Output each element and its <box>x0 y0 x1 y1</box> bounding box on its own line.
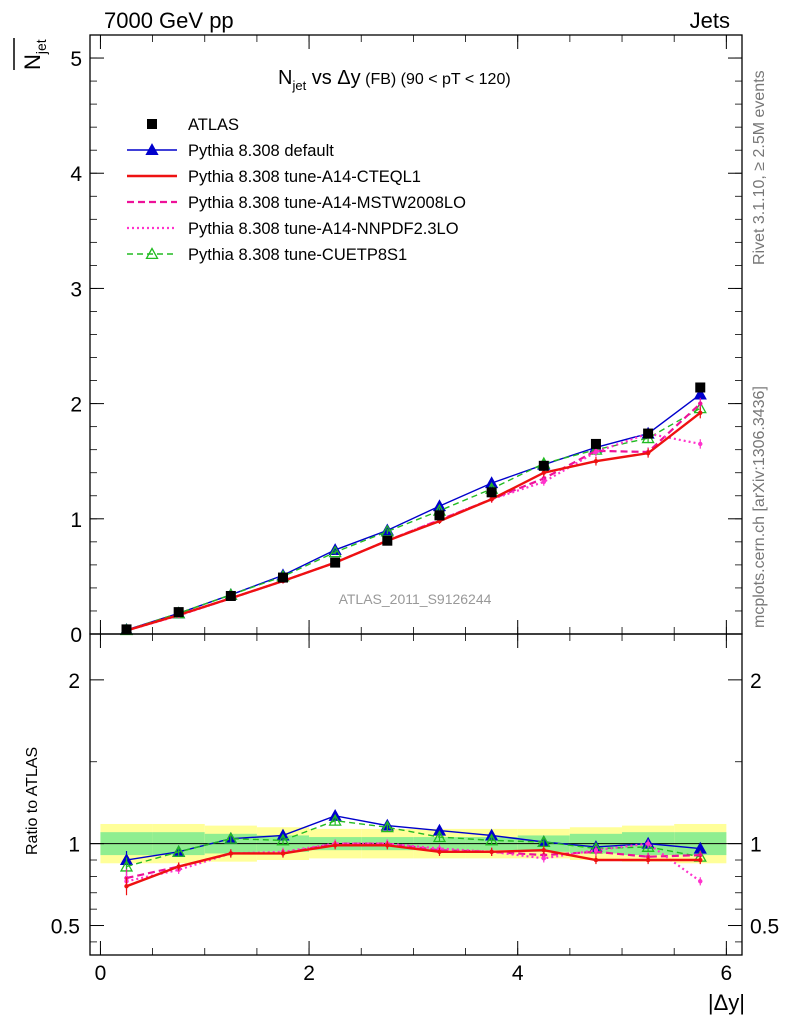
point-atlas <box>382 535 393 546</box>
y-axis-bottom-label: Ratio to ATLAS <box>24 747 41 855</box>
xtick-label: 2 <box>303 962 315 985</box>
legend-label-atlas: ATLAS <box>188 116 239 134</box>
ratio-ytick-label-right: 0.5 <box>750 916 779 939</box>
header-right: Jets <box>690 8 730 33</box>
ratio-point-cuetp <box>485 833 499 846</box>
ratio-line-default <box>126 815 701 861</box>
xtick-label: 4 <box>512 962 524 985</box>
point-atlas <box>225 590 236 601</box>
top-ytick-label: 0 <box>70 624 82 647</box>
point-atlas <box>643 428 654 439</box>
legend-item-cuetp: Pythia 8.308 tune-CUETP8S1 <box>127 246 407 264</box>
watermark: ATLAS_2011_S9126244 <box>339 591 492 607</box>
panel-title: Njet vs Δy (FB) (90 < pT < 120) <box>278 67 511 93</box>
title-main: N <box>278 67 292 89</box>
y-axis-top-label: Njet <box>20 39 49 70</box>
legend-label-nnpdf: Pythia 8.308 tune-A14-NNPDF2.3LO <box>188 220 459 238</box>
axes: 0 1 2 3 4 5 0.5 0.5 1 1 2 2 0 2 4 6 <box>51 34 779 985</box>
series-line-cteql1 <box>126 411 702 632</box>
point-atlas <box>330 557 341 568</box>
ratio-line-cuetp <box>126 819 701 868</box>
title-main-sub: jet <box>291 78 306 93</box>
legend-item-default: Pythia 8.308 default <box>127 142 334 160</box>
legend-item-mstw: Pythia 8.308 tune-A14-MSTW2008LO <box>127 194 466 212</box>
title-vs: vs Δy <box>306 67 360 89</box>
legend: ATLAS Pythia 8.308 default Pythia 8.308 tu… <box>127 116 466 264</box>
legend-label-mstw: Pythia 8.308 tune-A14-MSTW2008LO <box>188 194 466 212</box>
ratio-ytick-label-right: 1 <box>750 834 762 857</box>
point-atlas <box>277 572 288 583</box>
x-axis-label: |Δy| <box>708 990 745 1015</box>
ratio-panel-frame <box>89 633 743 956</box>
svg-text:Njet: Njet <box>20 39 49 70</box>
legend-label-cteql1: Pythia 8.308 tune-A14-CTEQL1 <box>188 168 421 186</box>
y-axis-top-label-main: N <box>20 54 45 70</box>
top-ytick-label: 1 <box>70 509 82 532</box>
series-line-cuetp <box>126 407 701 631</box>
ratio-point-cuetp <box>380 820 394 833</box>
top-ytick-label: 3 <box>70 278 82 301</box>
xtick-label: 6 <box>721 962 733 985</box>
ratio-ytick-label: 2 <box>68 670 80 693</box>
side-label-mcplots: mcplots.cern.ch [arXiv:1306.3436] <box>751 386 768 628</box>
legend-item-atlas: ATLAS <box>147 116 239 134</box>
ratio-ytick-label: 1 <box>68 834 80 857</box>
ratio-line-nnpdf <box>126 842 701 883</box>
ratio-point-cuetp <box>328 813 342 826</box>
title-qualifier: (FB) (90 < pT < 120) <box>361 71 511 88</box>
ratio-line-cteql1 <box>126 844 701 888</box>
top-ytick-label: 4 <box>70 163 82 186</box>
top-panel-series <box>119 382 707 636</box>
legend-item-cteql1: Pythia 8.308 tune-A14-CTEQL1 <box>127 168 421 186</box>
ratio-ytick-label: 0.5 <box>51 916 80 939</box>
side-label-rivet: Rivet 3.1.10, ≥ 2.5M events <box>751 70 768 265</box>
ratio-point-cuetp <box>276 833 290 846</box>
ratio-ytick-label-right: 2 <box>750 670 762 693</box>
ratio-panel-series <box>119 808 707 896</box>
ratio-series-cuetp <box>119 813 707 876</box>
point-atlas <box>173 607 184 618</box>
point-cuetp <box>328 545 342 558</box>
legend-marker-atlas <box>147 119 157 129</box>
legend-item-nnpdf: Pythia 8.308 tune-A14-NNPDF2.3LO <box>127 220 459 238</box>
series-atlas <box>121 382 706 635</box>
top-ytick-label: 5 <box>70 48 82 71</box>
legend-label-default: Pythia 8.308 default <box>188 142 334 160</box>
top-ytick-label: 2 <box>70 394 82 417</box>
legend-marker-default <box>145 143 159 156</box>
point-atlas <box>590 438 601 449</box>
point-atlas <box>121 624 132 635</box>
ratio-point-cuetp <box>172 844 186 857</box>
point-atlas <box>538 460 549 471</box>
point-atlas <box>486 487 497 498</box>
ratio-point-cuetp <box>432 830 447 843</box>
point-atlas <box>695 382 706 393</box>
xtick-label: 0 <box>95 962 107 985</box>
y-axis-top-label-sub: jet <box>33 39 49 55</box>
ratio-point-cuetp <box>224 831 238 844</box>
point-atlas <box>434 510 445 521</box>
header-left: 7000 GeV pp <box>104 8 234 33</box>
legend-marker-cuetp <box>145 247 159 260</box>
legend-label-cuetp: Pythia 8.308 tune-CUETP8S1 <box>188 246 407 264</box>
ratio-series-cteql1 <box>124 841 703 896</box>
